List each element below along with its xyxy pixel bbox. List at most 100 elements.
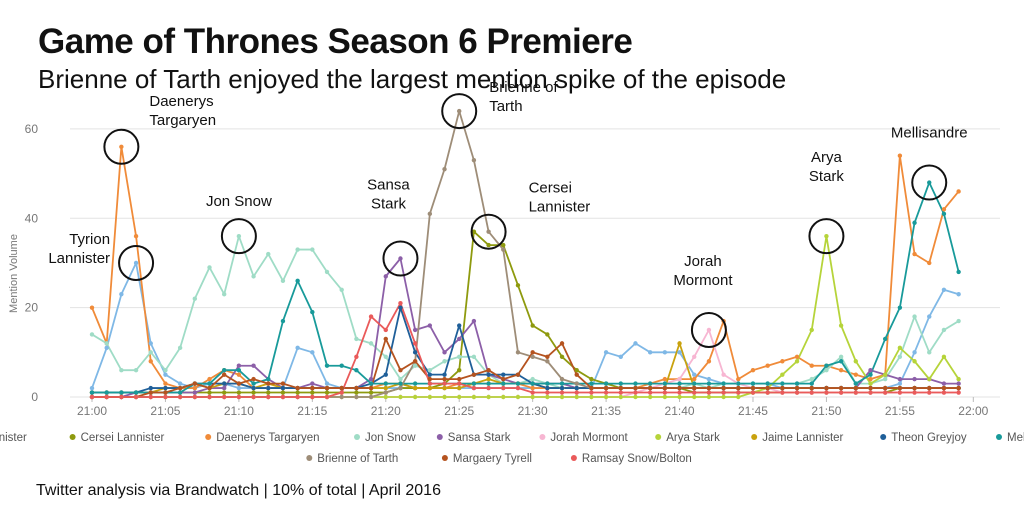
data-point bbox=[324, 381, 330, 386]
data-point bbox=[104, 341, 109, 346]
data-point bbox=[736, 376, 741, 382]
legend-swatch bbox=[880, 434, 887, 440]
data-point bbox=[266, 394, 271, 400]
data-point bbox=[838, 354, 844, 359]
data-point bbox=[750, 381, 756, 386]
data-point bbox=[266, 376, 271, 382]
data-point bbox=[809, 381, 814, 386]
data-point bbox=[765, 381, 770, 386]
data-point bbox=[633, 385, 638, 391]
data-point bbox=[868, 372, 873, 377]
data-point bbox=[119, 144, 124, 150]
data-point bbox=[868, 376, 873, 382]
data-point bbox=[339, 390, 344, 395]
data-point bbox=[133, 390, 139, 395]
data-point bbox=[853, 390, 859, 395]
data-point bbox=[662, 376, 668, 382]
data-point bbox=[530, 350, 535, 355]
data-point bbox=[177, 394, 183, 400]
data-point bbox=[927, 350, 932, 355]
data-point bbox=[868, 390, 873, 395]
data-point bbox=[853, 381, 859, 386]
data-point bbox=[647, 385, 653, 391]
data-point bbox=[412, 350, 418, 355]
data-point bbox=[368, 385, 374, 391]
data-point bbox=[721, 381, 726, 386]
data-point bbox=[956, 390, 961, 395]
data-point bbox=[765, 390, 770, 395]
data-point bbox=[589, 394, 594, 400]
data-point bbox=[941, 390, 947, 395]
data-point bbox=[501, 372, 506, 377]
data-point bbox=[221, 394, 227, 400]
data-point bbox=[354, 385, 359, 391]
annotations: Daenerys Targaryen Tyrion Lannister Jon Snow… bbox=[48, 79, 968, 348]
legend-label: Cersei Lannister bbox=[81, 432, 165, 444]
legend-label: Tyrion Lannister bbox=[0, 432, 27, 444]
data-point bbox=[882, 376, 888, 382]
data-point bbox=[310, 385, 315, 391]
data-point bbox=[692, 381, 697, 386]
data-point bbox=[89, 390, 95, 395]
data-point bbox=[765, 385, 770, 391]
data-point bbox=[941, 287, 947, 292]
data-point bbox=[501, 376, 506, 382]
data-point bbox=[471, 394, 477, 400]
annotation-circle bbox=[690, 311, 727, 348]
legend-label: Margaery Tyrell bbox=[453, 453, 532, 465]
data-point bbox=[236, 381, 242, 386]
legend-label: Brienne of Tarth bbox=[317, 453, 398, 465]
data-point bbox=[383, 327, 388, 333]
data-point bbox=[530, 390, 535, 395]
annotation-label: Mormont bbox=[673, 272, 733, 289]
data-point bbox=[354, 354, 359, 359]
annotation-circle bbox=[220, 218, 257, 255]
data-point bbox=[853, 385, 859, 391]
data-point bbox=[589, 376, 594, 382]
data-point bbox=[956, 318, 961, 324]
data-point bbox=[927, 385, 932, 391]
data-point bbox=[736, 381, 741, 386]
data-point bbox=[794, 381, 800, 386]
data-point bbox=[221, 372, 227, 377]
data-point bbox=[692, 390, 697, 395]
data-point bbox=[956, 292, 961, 297]
data-point bbox=[780, 359, 785, 364]
data-point bbox=[442, 359, 447, 364]
data-point bbox=[927, 180, 932, 185]
data-point bbox=[897, 390, 903, 395]
data-point bbox=[163, 394, 168, 400]
data-point bbox=[603, 381, 609, 386]
data-point bbox=[721, 394, 726, 400]
data-point bbox=[692, 372, 697, 377]
data-point bbox=[633, 341, 638, 346]
series-line bbox=[92, 306, 959, 394]
data-point bbox=[677, 376, 682, 382]
data-point bbox=[824, 390, 829, 395]
legend-swatch bbox=[205, 434, 212, 440]
data-point bbox=[412, 381, 418, 386]
x-tick-label: 22:00 bbox=[958, 404, 988, 418]
data-point bbox=[192, 385, 198, 391]
data-point bbox=[501, 394, 506, 400]
data-point bbox=[545, 354, 550, 359]
data-point bbox=[721, 385, 726, 391]
data-point bbox=[838, 390, 844, 395]
data-point bbox=[809, 363, 814, 368]
legend-swatch bbox=[436, 434, 443, 440]
data-point bbox=[295, 278, 300, 284]
data-point bbox=[515, 385, 521, 391]
data-point bbox=[824, 233, 829, 239]
series-line bbox=[92, 338, 959, 398]
data-point bbox=[662, 390, 668, 395]
data-point bbox=[383, 372, 388, 377]
data-point bbox=[236, 394, 242, 400]
data-point bbox=[912, 385, 917, 391]
annotation-circle bbox=[382, 240, 419, 277]
data-point bbox=[104, 345, 109, 351]
data-point bbox=[442, 372, 447, 377]
data-point bbox=[383, 381, 388, 386]
data-point bbox=[692, 376, 697, 382]
data-point bbox=[163, 390, 168, 395]
annotation-label: Lannister bbox=[48, 250, 110, 267]
